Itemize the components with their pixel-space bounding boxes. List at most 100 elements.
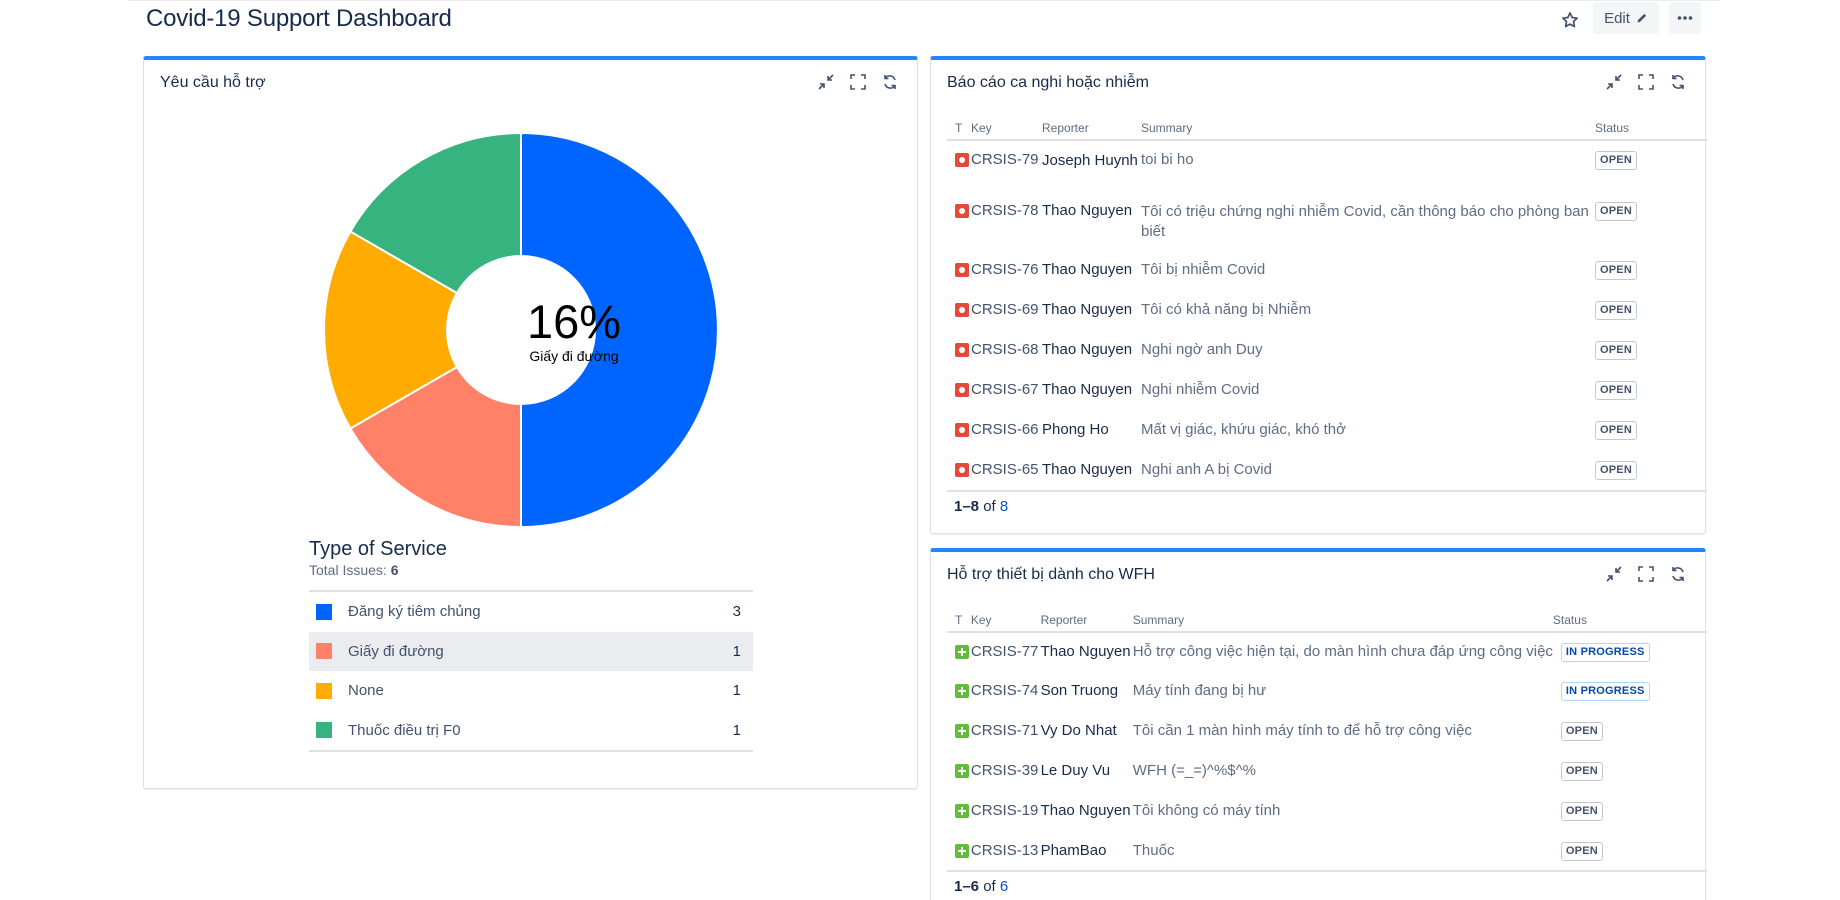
bug-icon xyxy=(955,343,969,357)
legend-table: Đăng ký tiêm chủng 3 Giấy đi đường 1 Non… xyxy=(309,590,753,752)
maximize-icon[interactable] xyxy=(1637,565,1655,583)
issue-key[interactable]: CRSIS-66 xyxy=(971,421,1039,438)
top-divider xyxy=(128,0,1720,1)
issue-summary[interactable]: Tôi bị nhiễm Covid xyxy=(1141,261,1266,278)
issue-summary[interactable]: toi bi ho xyxy=(1141,151,1194,168)
issue-reporter: Vy Do Nhat xyxy=(1040,722,1117,739)
bug-icon xyxy=(955,383,969,397)
col-summary: Summary xyxy=(1132,608,1553,633)
legend-row[interactable]: None 1 xyxy=(309,671,753,711)
pager-range: 1–6 xyxy=(954,878,980,895)
new-feature-icon xyxy=(955,724,969,738)
issue-key[interactable]: CRSIS-78 xyxy=(971,202,1039,219)
issue-key[interactable]: CRSIS-74 xyxy=(970,682,1039,699)
issue-summary[interactable]: Tôi cần 1 màn hình máy tính to để hỗ trợ… xyxy=(1132,722,1472,739)
table-row[interactable]: CRSIS-67 Thao Nguyen Nghi nhiễm Covid OP… xyxy=(947,371,1707,411)
issue-key[interactable]: CRSIS-68 xyxy=(971,341,1039,358)
issue-summary[interactable]: Tôi có khả năng bị Nhiễm xyxy=(1141,301,1312,318)
status-badge: OPEN xyxy=(1560,762,1603,781)
pie-slice-đăng-ký-tiêm-chủng[interactable] xyxy=(520,131,719,529)
gadget-title: Hỗ trợ thiết bị dành cho WFH xyxy=(947,566,1155,583)
issue-reporter: Son Truong xyxy=(1040,682,1119,699)
refresh-icon[interactable] xyxy=(881,73,899,91)
table-row[interactable]: CRSIS-74 Son Truong Máy tính đang bị hư … xyxy=(947,672,1707,712)
minimize-icon[interactable] xyxy=(1605,565,1623,583)
gadget-actions xyxy=(1605,73,1687,91)
table-row[interactable]: CRSIS-13 PhamBao Thuốc OPEN xyxy=(947,832,1707,872)
issue-summary[interactable]: Nghi ngờ anh Duy xyxy=(1141,341,1263,358)
table-row[interactable]: CRSIS-77 Thao Nguyen Hỗ trợ công việc hi… xyxy=(947,632,1707,672)
pager-total-link[interactable]: 6 xyxy=(999,878,1009,895)
table-row[interactable]: CRSIS-19 Thao Nguyen Tôi không có máy tí… xyxy=(947,792,1707,832)
issue-reporter: PhamBao xyxy=(1040,842,1107,859)
table-row[interactable]: CRSIS-68 Thao Nguyen Nghi ngờ anh Duy OP… xyxy=(947,331,1707,371)
issue-key[interactable]: CRSIS-77 xyxy=(970,643,1039,660)
legend-name: Thuốc điều trị F0 xyxy=(348,721,461,739)
issue-summary[interactable]: Nghi anh A bị Covid xyxy=(1141,461,1272,478)
issue-key[interactable]: CRSIS-69 xyxy=(971,301,1039,318)
issue-key[interactable]: CRSIS-76 xyxy=(971,261,1039,278)
issue-key[interactable]: CRSIS-19 xyxy=(970,802,1039,819)
more-actions-button[interactable] xyxy=(1669,2,1701,34)
table-row[interactable]: CRSIS-79 Joseph Huynh toi bi ho OPEN xyxy=(947,140,1707,196)
pager: 1–6 of 6 xyxy=(954,878,1008,895)
donut-hole xyxy=(446,255,596,405)
pager-total-link[interactable]: 8 xyxy=(999,498,1009,515)
legend-name: Đăng ký tiêm chủng xyxy=(348,603,481,621)
issue-reporter: Thao Nguyen xyxy=(1042,202,1133,219)
status-badge: OPEN xyxy=(1560,802,1603,821)
refresh-icon[interactable] xyxy=(1669,565,1687,583)
legend-swatch xyxy=(316,603,332,620)
table-row[interactable]: CRSIS-76 Thao Nguyen Tôi bị nhiễm Covid … xyxy=(947,251,1707,291)
legend-row[interactable]: Giấy đi đường 1 xyxy=(309,631,753,671)
issue-summary[interactable]: Mất vị giác, khứu giác, khó thở xyxy=(1141,421,1346,438)
issue-summary[interactable]: Máy tính đang bị hư xyxy=(1132,682,1267,699)
table-row[interactable]: CRSIS-78 Thao Nguyen Tôi có triệu chứng … xyxy=(947,196,1707,251)
pie-slice-none[interactable] xyxy=(323,230,523,430)
status-badge: IN PROGRESS xyxy=(1560,643,1650,662)
issue-summary[interactable]: Hỗ trợ công việc hiện tại, do màn hình c… xyxy=(1132,643,1553,660)
new-feature-icon xyxy=(955,645,969,659)
page-title: Covid-19 Support Dashboard xyxy=(146,5,452,32)
refresh-icon[interactable] xyxy=(1669,73,1687,91)
issue-key[interactable]: CRSIS-71 xyxy=(970,722,1039,739)
table-row[interactable]: CRSIS-66 Phong Ho Mất vị giác, khứu giác… xyxy=(947,411,1707,451)
bug-icon xyxy=(955,153,969,167)
legend-title: Type of Service xyxy=(309,538,447,560)
legend-name: None xyxy=(348,682,384,700)
table-row[interactable]: CRSIS-69 Thao Nguyen Tôi có khả năng bị … xyxy=(947,291,1707,331)
issue-reporter: Joseph Huynh xyxy=(1042,152,1138,169)
table-row[interactable]: CRSIS-71 Vy Do Nhat Tôi cần 1 màn hình m… xyxy=(947,712,1707,752)
table-row[interactable]: CRSIS-65 Thao Nguyen Nghi anh A bị Covid… xyxy=(947,451,1707,491)
new-feature-icon xyxy=(955,844,969,858)
issue-summary[interactable]: Thuốc xyxy=(1132,842,1175,859)
issue-key[interactable]: CRSIS-79 xyxy=(971,151,1039,168)
minimize-icon[interactable] xyxy=(1605,73,1623,91)
status-badge: OPEN xyxy=(1560,842,1603,861)
issue-key[interactable]: CRSIS-13 xyxy=(970,842,1039,859)
legend-row[interactable]: Đăng ký tiêm chủng 3 xyxy=(309,592,753,632)
edit-button[interactable]: Edit xyxy=(1593,2,1659,34)
bug-icon xyxy=(955,263,969,277)
status-badge: IN PROGRESS xyxy=(1560,682,1650,701)
bug-icon xyxy=(955,423,969,437)
table-row[interactable]: CRSIS-39 Le Duy Vu WFH (=_=)^%$^% OPEN xyxy=(947,752,1707,792)
issue-summary[interactable]: Nghi nhiễm Covid xyxy=(1141,381,1260,398)
maximize-icon[interactable] xyxy=(1637,73,1655,91)
legend-swatch xyxy=(316,643,332,660)
legend-count: 1 xyxy=(732,682,741,700)
maximize-icon[interactable] xyxy=(849,73,867,91)
star-button[interactable] xyxy=(1556,6,1584,34)
issue-key[interactable]: CRSIS-39 xyxy=(970,762,1039,779)
status-badge: OPEN xyxy=(1595,341,1637,360)
col-key: Key xyxy=(971,116,1042,141)
issue-summary[interactable]: Tôi không có máy tính xyxy=(1132,802,1281,819)
issue-summary[interactable]: Tôi có triệu chứng nghi nhiễm Covid, cần… xyxy=(1141,203,1589,240)
minimize-icon[interactable] xyxy=(817,73,835,91)
legend-row[interactable]: Thuốc điều trị F0 1 xyxy=(309,711,753,751)
issue-key[interactable]: CRSIS-65 xyxy=(971,461,1039,478)
status-badge: OPEN xyxy=(1595,301,1637,320)
status-badge: OPEN xyxy=(1560,722,1603,741)
issue-key[interactable]: CRSIS-67 xyxy=(971,381,1039,398)
issue-summary[interactable]: WFH (=_=)^%$^% xyxy=(1132,762,1257,779)
